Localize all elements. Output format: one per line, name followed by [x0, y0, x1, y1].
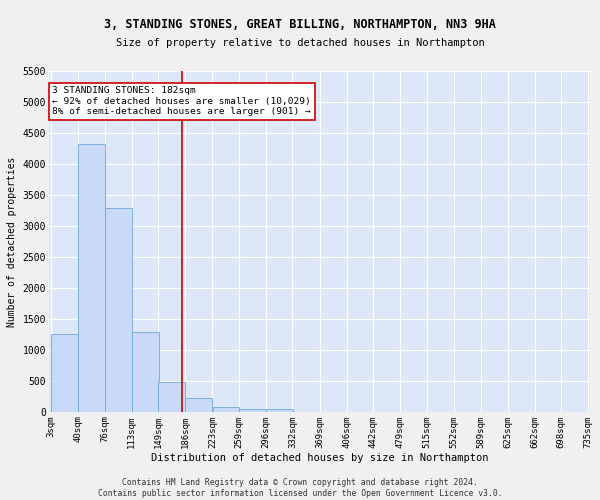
Bar [158, 382, 185, 412]
Bar [105, 208, 131, 412]
Text: Size of property relative to detached houses in Northampton: Size of property relative to detached ho… [116, 38, 484, 48]
Bar [79, 144, 105, 412]
Y-axis label: Number of detached properties: Number of detached properties [7, 156, 17, 327]
Bar [132, 332, 158, 412]
Bar [51, 334, 78, 412]
Text: 3 STANDING STONES: 182sqm
← 92% of detached houses are smaller (10,029)
8% of se: 3 STANDING STONES: 182sqm ← 92% of detac… [52, 86, 311, 117]
Bar [212, 407, 239, 412]
Bar [239, 408, 266, 412]
Text: Contains HM Land Registry data © Crown copyright and database right 2024.
Contai: Contains HM Land Registry data © Crown c… [98, 478, 502, 498]
Bar [266, 409, 293, 412]
Bar [185, 398, 212, 412]
X-axis label: Distribution of detached houses by size in Northampton: Distribution of detached houses by size … [151, 453, 488, 463]
Text: 3, STANDING STONES, GREAT BILLING, NORTHAMPTON, NN3 9HA: 3, STANDING STONES, GREAT BILLING, NORTH… [104, 18, 496, 30]
